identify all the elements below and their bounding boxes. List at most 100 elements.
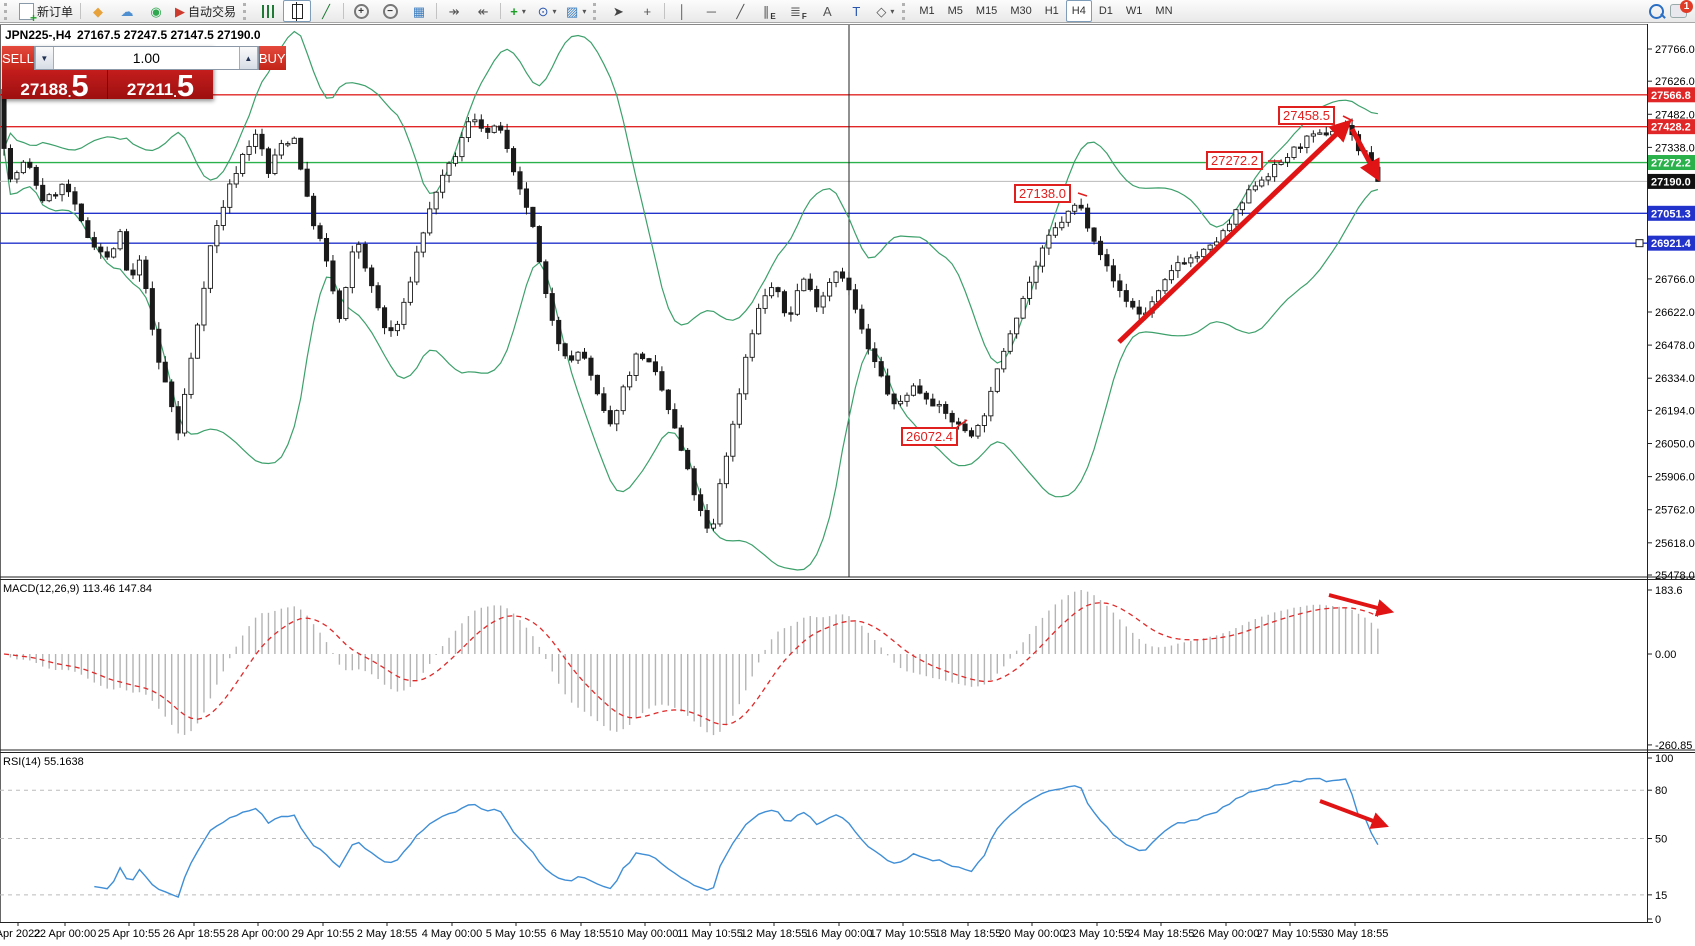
svg-text:-260.85: -260.85 [1655,740,1692,752]
text-icon: A [823,3,832,19]
volume-increase-button[interactable]: ▲ [238,47,258,69]
volume-decrease-button[interactable]: ▼ [34,47,54,69]
tile-windows-button[interactable]: ▦ [405,0,433,22]
sell-price[interactable]: 27188. 5 [20,68,89,104]
text-button[interactable]: A [813,0,841,22]
price-annotation-label[interactable]: 27272.2 [1206,151,1263,170]
axis-labels: 27766.0 27626.0 27482.0 27338.0 26766.0 26622… [0,44,1695,940]
volume-input[interactable] [53,47,239,69]
timeframe-d1-button[interactable]: D1 [1098,5,1113,17]
sell-button[interactable]: SELL [2,46,34,70]
templates-button[interactable]: ▨ ▾ [562,0,590,22]
svg-text:26 May 00:00: 26 May 00:00 [1193,928,1260,940]
auto-scroll-icon: ↠ [448,3,460,19]
svg-text:27626.0: 27626.0 [1655,76,1695,88]
vertical-line-button[interactable]: │ [668,0,696,22]
svg-text:4 May 00:00: 4 May 00:00 [422,928,483,940]
crosshair-button[interactable]: + [633,0,661,22]
price-annotation-label[interactable]: 26072.4 [901,427,958,446]
community-button[interactable]: ☁ [113,0,141,22]
timeframe-h1-button[interactable]: H1 [1044,5,1059,17]
toolbar-separator [664,3,666,19]
line-chart-button[interactable]: ╱ [312,0,340,22]
zoom-out-button[interactable]: − [376,0,404,22]
chart-shift-button[interactable]: ↞ [469,0,497,22]
annotation-drawings[interactable] [956,115,1395,829]
price-axis-badge [1648,87,1695,103]
chevron-down-icon[interactable]: ▾ [582,6,587,16]
signals-button[interactable]: ◉ [142,0,170,22]
chevron-down-icon[interactable]: ▾ [521,6,526,16]
timeframe-w1-button[interactable]: W1 [1125,5,1143,17]
cursor-button[interactable]: ➤ [604,0,632,22]
toolbar-separator [436,3,438,19]
svg-text:26921.4: 26921.4 [1651,238,1692,250]
svg-text:26766.0: 26766.0 [1655,274,1695,286]
template-icon: ▨ [566,3,579,19]
bar-chart-button[interactable] [254,0,282,22]
autotrade-icon: ▶ [175,3,186,19]
svg-text:25618.0: 25618.0 [1655,538,1695,550]
timeframe-m1-button[interactable]: M1 [919,5,935,17]
zoom-in-button[interactable]: + [347,0,375,22]
svg-text:26622.0: 26622.0 [1655,307,1695,319]
svg-text:25906.0: 25906.0 [1655,472,1695,484]
buy-price[interactable]: 27211. 5 [107,70,213,101]
svg-text:27766.0: 27766.0 [1655,44,1695,56]
search-icon[interactable] [1649,3,1664,19]
chevron-down-icon[interactable]: ▾ [890,6,895,16]
candlestick-icon [291,1,303,21]
chat-icon[interactable]: 1 [1670,0,1693,18]
chevron-down-icon[interactable]: ▾ [552,6,557,16]
new-order-button-label: 新订单 [37,4,74,19]
auto-scroll-button[interactable]: ↠ [440,0,468,22]
svg-text:6 May 18:55: 6 May 18:55 [551,928,612,940]
horizontal-line-icon: ─ [706,3,716,19]
indicator-add-icon: + [510,3,518,19]
channel-icon-letter: E [770,12,776,21]
buy-button[interactable]: BUY [258,46,286,70]
autotrading-button[interactable]: ▶ 自动交易 [171,0,240,22]
toolbar-grip [243,2,249,20]
fibonacci-icon-letter: F [801,12,807,21]
svg-text:25762.0: 25762.0 [1655,505,1695,517]
svg-text:27051.3: 27051.3 [1651,208,1691,220]
trend-arrow [1349,127,1381,182]
zoom-in-icon: + [353,3,369,19]
doc-plus-icon: + [19,2,37,24]
clock-icon: ⊙ [537,3,549,19]
new-order-button[interactable]: + 新订单 [15,0,77,24]
price-axis-badge [1648,205,1695,221]
timeframe-h4-button[interactable]: H4 [1065,0,1092,22]
fibonacci-button[interactable]: ≣ F [784,0,812,22]
candlestick-button[interactable] [283,0,312,22]
timeframe-mn-button[interactable]: MN [1155,5,1173,17]
line-selection-handle [1635,239,1644,248]
crosshair-icon: + [643,3,652,19]
toolbar-grip [4,2,10,20]
periods-button[interactable]: ⊙ ▾ [533,0,561,22]
chart-shift-icon: ↞ [477,3,489,19]
price-annotation-label[interactable]: 27458.5 [1278,106,1335,125]
cursor-icon: ➤ [612,3,624,19]
text-label-button[interactable]: T [842,0,870,22]
market-button[interactable]: ◆ [84,0,112,22]
svg-text:30 May 18:55: 30 May 18:55 [1322,928,1389,940]
channel-button[interactable]: ∥ E [755,0,783,22]
arrows-button[interactable]: ◇ ▾ [871,0,899,22]
indicator-arrow [1319,799,1389,829]
volume-stepper: ▼ ▲ [33,46,259,70]
macd-indicator-label: MACD(12,26,9) 113.46 147.84 [3,583,152,595]
trendline-button[interactable]: ╱ [726,0,754,22]
indicators-button[interactable]: + ▾ [504,0,532,22]
horizontal-line-button[interactable]: ─ [697,0,725,22]
price-annotation-label[interactable]: 27138.0 [1014,184,1071,203]
timeframe-m5-button[interactable]: M5 [947,5,963,17]
timeframe-m30-button[interactable]: M30 [1010,5,1032,17]
channel-icon: ∥ [762,3,770,19]
toolbar-separator [80,3,82,19]
toolbar-separator [500,3,502,19]
timeframe-m15-button[interactable]: M15 [975,5,998,17]
toolbar-separator [343,3,345,19]
